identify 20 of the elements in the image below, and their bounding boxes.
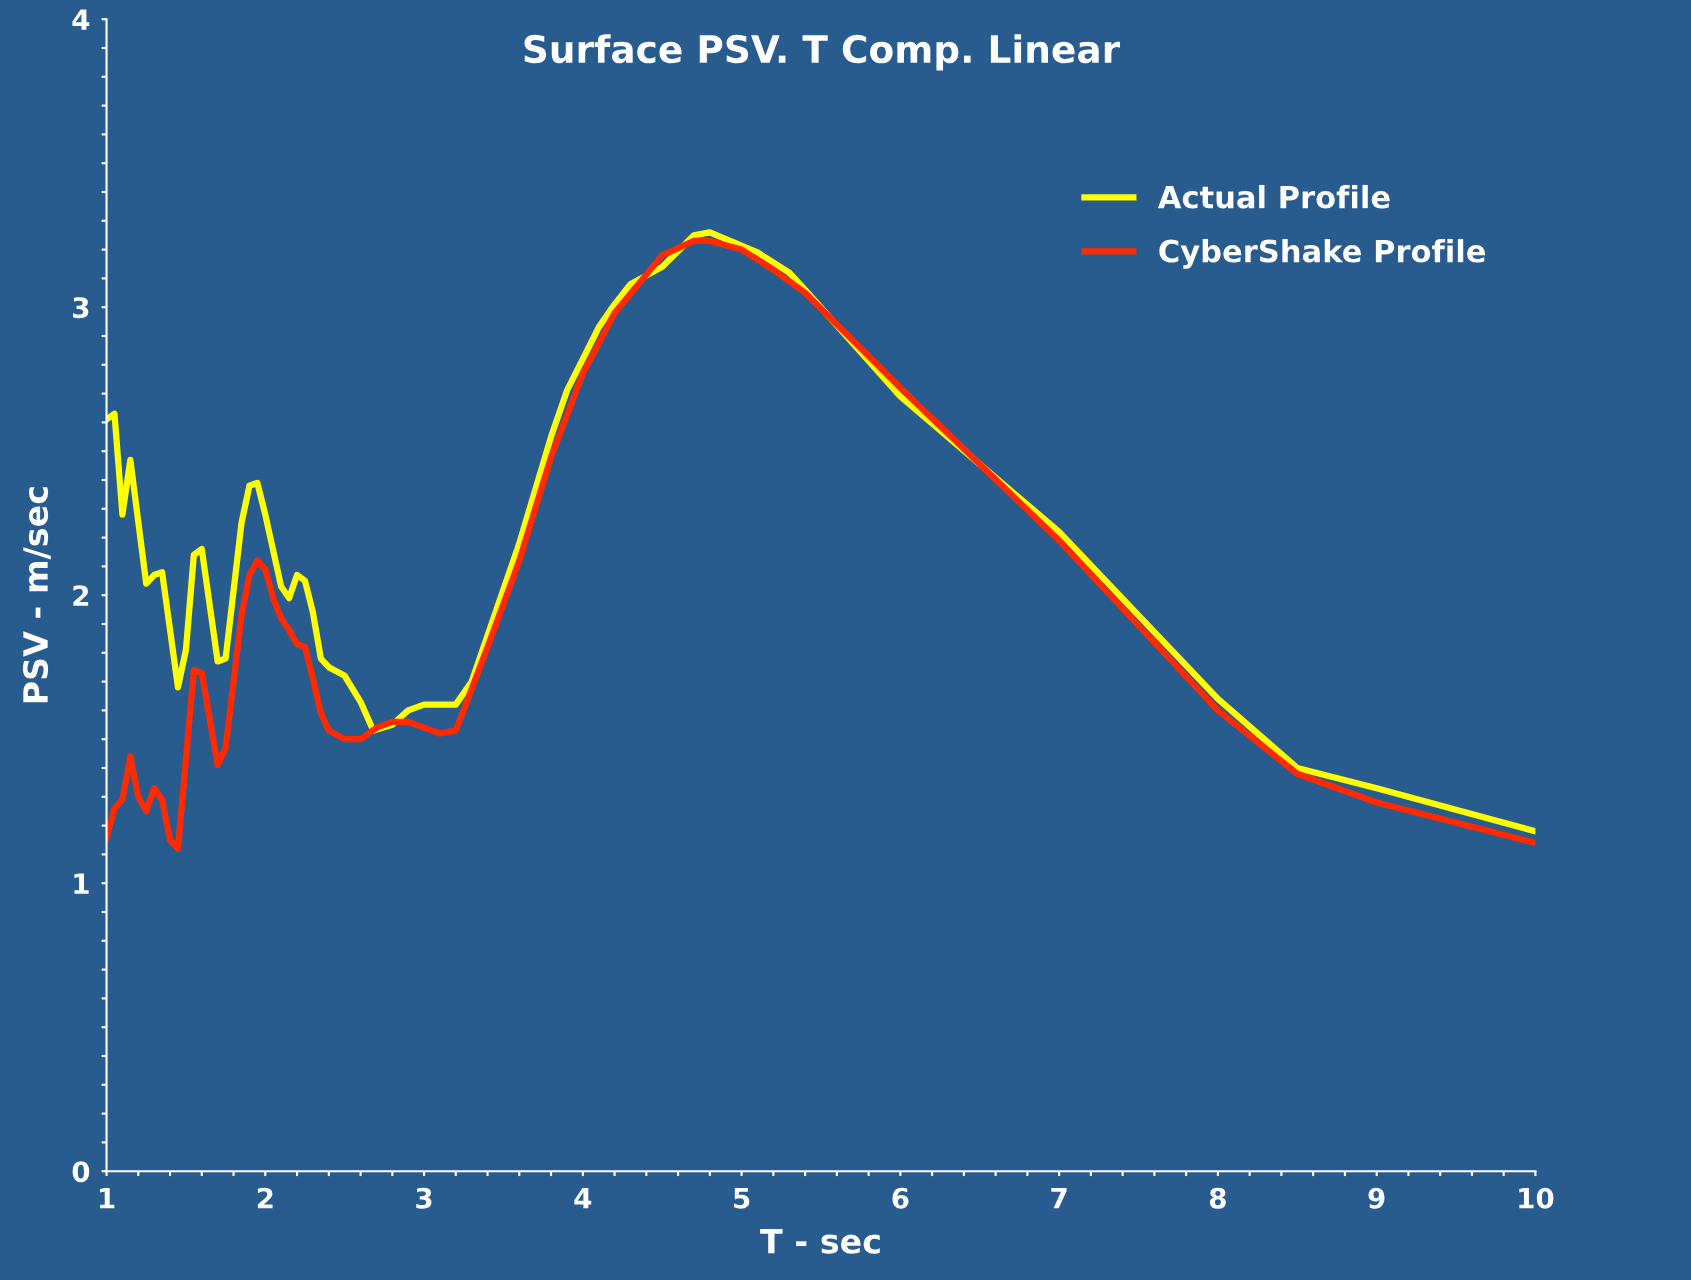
- x-tick-label: 9: [1368, 1187, 1385, 1209]
- x-tick-label: 10: [1519, 1187, 1554, 1209]
- x-tick-label: 3: [416, 1187, 432, 1209]
- y-tick-label: 4: [72, 9, 90, 30]
- x-tick-label: 2: [257, 1187, 273, 1209]
- y-tick-label: 0: [72, 1161, 90, 1183]
- x-tick-label: 7: [1051, 1188, 1067, 1209]
- x-tick-label: 1: [100, 1188, 115, 1209]
- x-axis-title: T - sec: [760, 1228, 880, 1254]
- legend-label: CyberShake Profile: [1159, 238, 1486, 269]
- chart-title: Surface PSV. T Comp. Linear: [524, 34, 1121, 71]
- x-tick-label: 4: [574, 1188, 592, 1209]
- x-tick-label: 5: [734, 1188, 750, 1209]
- y-tick-label: 1: [74, 873, 89, 894]
- x-tick-label: 8: [1209, 1187, 1226, 1209]
- y-tick-label: 2: [73, 585, 89, 606]
- x-tick-label: 6: [892, 1187, 909, 1209]
- y-axis-title: PSV - m/sec: [22, 487, 51, 703]
- y-tick-label: 3: [73, 297, 89, 319]
- legend-label: Actual Profile: [1157, 184, 1390, 209]
